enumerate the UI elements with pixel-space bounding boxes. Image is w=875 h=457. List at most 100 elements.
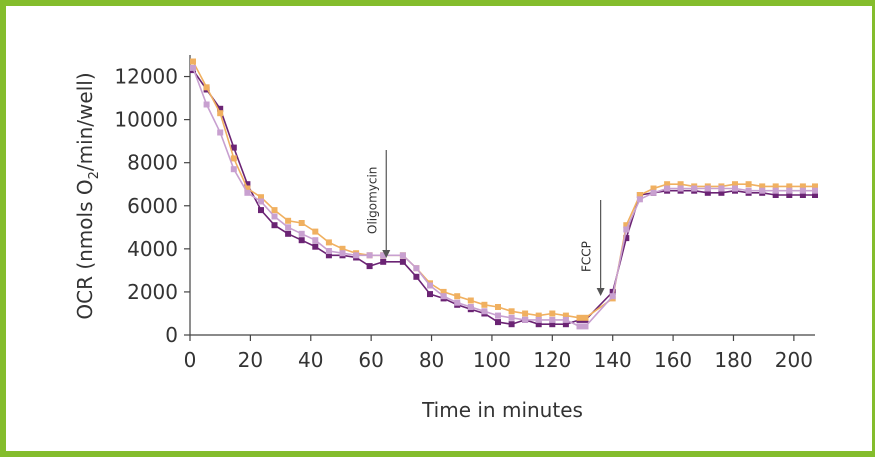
data-point xyxy=(549,316,556,323)
data-point xyxy=(522,316,529,323)
y-tick-label: 12000 xyxy=(114,65,178,89)
data-point xyxy=(217,105,224,112)
data-point xyxy=(562,316,569,323)
axes xyxy=(189,55,815,336)
data-point xyxy=(339,245,346,252)
data-point xyxy=(786,183,793,190)
data-point xyxy=(623,235,630,242)
data-point xyxy=(772,187,779,194)
series-3 xyxy=(190,64,818,330)
data-point xyxy=(535,312,542,319)
data-point xyxy=(508,321,515,328)
data-point xyxy=(664,185,671,192)
x-tick-label: 140 xyxy=(594,348,632,372)
data-point xyxy=(812,183,818,190)
annotation-label: Oligomycin xyxy=(365,167,379,234)
data-point xyxy=(258,198,264,205)
y-tick-label: 0 xyxy=(165,323,178,347)
data-point xyxy=(704,189,711,196)
data-point xyxy=(230,166,237,173)
x-tick-label: 200 xyxy=(775,348,813,372)
data-point xyxy=(203,84,210,91)
data-point xyxy=(732,181,738,188)
y-tick-label: 8000 xyxy=(127,151,178,175)
y-axis-title-subscript: 2 xyxy=(87,171,102,179)
data-point xyxy=(576,323,583,330)
data-point xyxy=(271,207,278,214)
data-point xyxy=(244,181,251,188)
x-tick-label: 20 xyxy=(238,348,263,372)
series-1 xyxy=(190,67,818,328)
y-axis-title: OCR (nmols O2/min/well) xyxy=(73,72,102,319)
y-tick-label: 4000 xyxy=(127,237,178,261)
data-point xyxy=(312,243,319,250)
data-point xyxy=(799,183,806,190)
data-point xyxy=(467,297,474,304)
x-tick-label: 100 xyxy=(473,348,511,372)
data-point xyxy=(481,308,488,315)
data-point xyxy=(312,228,319,235)
data-point xyxy=(664,181,671,188)
annotation-label: FCCP xyxy=(580,241,594,272)
data-point xyxy=(380,252,387,259)
data-point xyxy=(677,181,684,188)
data-point xyxy=(650,189,657,196)
data-point xyxy=(312,237,319,244)
data-point xyxy=(582,314,589,321)
data-point xyxy=(427,282,433,289)
x-tick-label: 60 xyxy=(358,348,383,372)
data-point xyxy=(258,194,264,201)
data-point xyxy=(812,187,818,194)
data-point xyxy=(366,263,373,270)
data-point xyxy=(298,237,305,244)
series-group xyxy=(190,58,818,330)
data-point xyxy=(677,185,684,192)
data-point xyxy=(190,64,196,71)
data-point xyxy=(562,321,569,328)
data-point xyxy=(454,293,461,300)
data-point xyxy=(230,144,237,151)
data-point xyxy=(732,185,738,192)
x-tick-label: 40 xyxy=(298,348,323,372)
x-tick-label: 180 xyxy=(714,348,752,372)
data-point xyxy=(609,288,616,295)
data-point xyxy=(413,265,420,272)
data-point xyxy=(244,185,251,192)
data-point xyxy=(271,213,278,220)
y-axis-title-end: /min/well) xyxy=(73,72,97,171)
data-point xyxy=(366,252,373,259)
data-point xyxy=(380,258,387,265)
data-point xyxy=(549,310,556,317)
data-point xyxy=(440,293,447,300)
data-point xyxy=(271,222,278,229)
data-point xyxy=(786,187,793,194)
data-point xyxy=(799,187,806,194)
data-point xyxy=(562,312,569,319)
y-tick-label: 2000 xyxy=(127,280,178,304)
data-point xyxy=(759,187,766,194)
data-point xyxy=(244,189,251,196)
data-point xyxy=(718,189,725,196)
x-tick-label: 160 xyxy=(654,348,692,372)
data-point xyxy=(495,319,501,326)
x-tick-label: 80 xyxy=(419,348,444,372)
data-point xyxy=(298,220,305,226)
data-point xyxy=(427,291,433,298)
data-point xyxy=(285,217,292,224)
y-tick-label: 10000 xyxy=(114,108,178,132)
data-point xyxy=(799,192,806,198)
annotation-arrow-head xyxy=(596,288,605,296)
data-point xyxy=(582,323,589,330)
data-point xyxy=(772,183,779,190)
data-point xyxy=(413,273,420,280)
data-point xyxy=(258,207,264,214)
annotation-group: Oligomycin FCCP xyxy=(365,150,605,296)
data-point xyxy=(325,239,332,246)
data-point xyxy=(549,321,556,328)
data-point xyxy=(609,293,616,300)
data-point xyxy=(535,316,542,323)
data-point xyxy=(535,321,542,328)
series-line xyxy=(192,69,815,326)
data-point xyxy=(576,314,583,321)
